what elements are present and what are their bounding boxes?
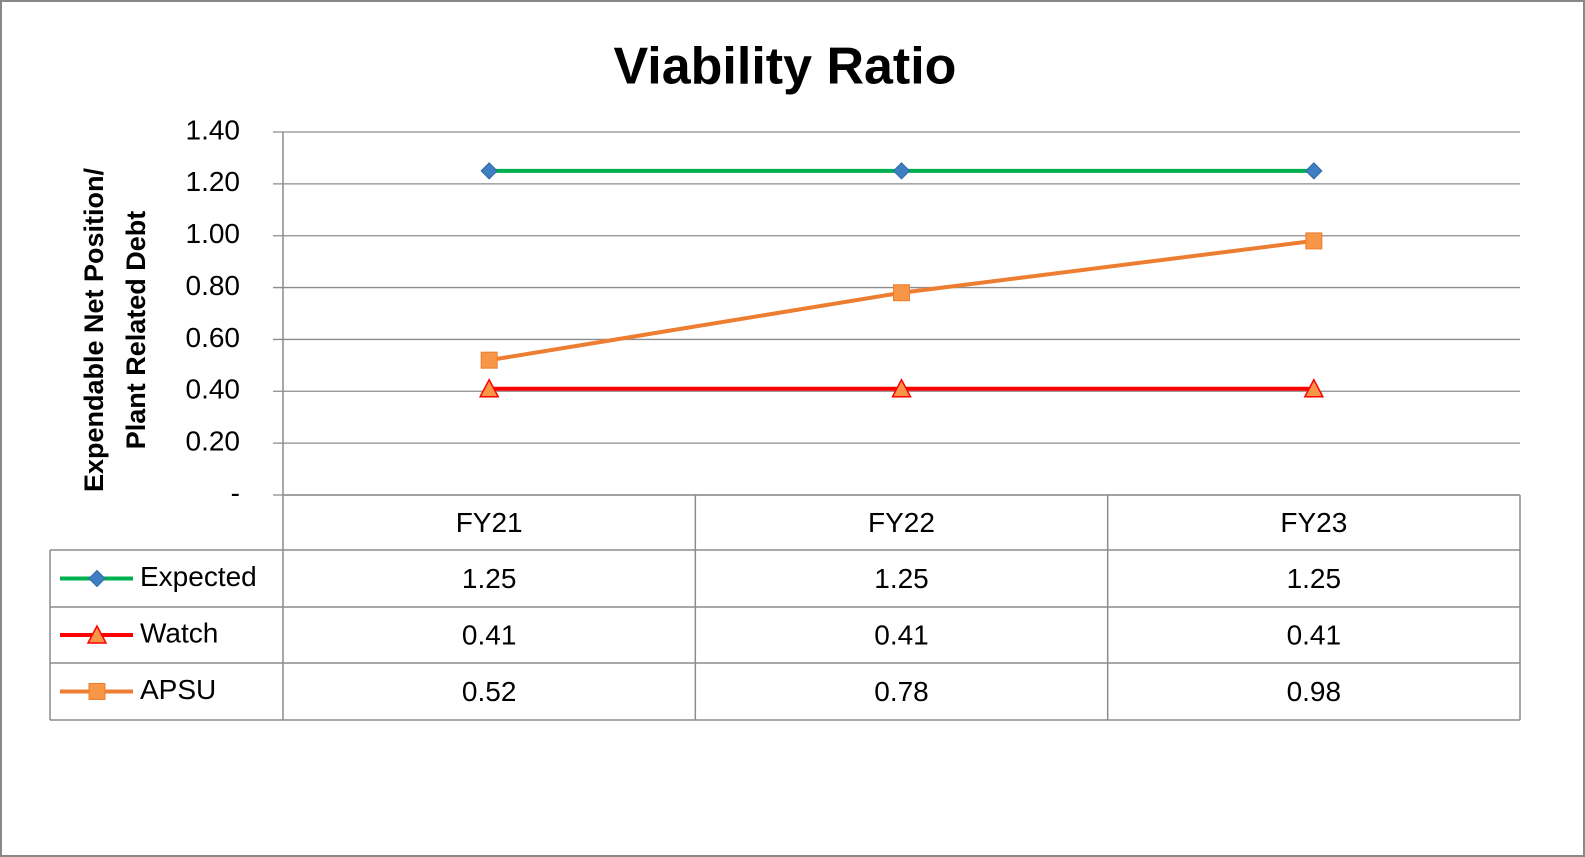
x-tick-label: FY22	[868, 507, 935, 538]
y-tick-label: 1.00	[186, 218, 241, 249]
marker	[1305, 232, 1323, 250]
x-tick-label: FY23	[1280, 507, 1347, 538]
marker	[480, 162, 498, 180]
table-value: 0.52	[462, 676, 517, 707]
marker	[892, 162, 911, 180]
table-value: 0.41	[462, 619, 517, 650]
table-value: 1.25	[462, 563, 517, 594]
y-tick-label: 1.20	[186, 166, 241, 197]
marker	[891, 378, 912, 398]
marker	[478, 378, 500, 398]
legend-label: Watch	[140, 617, 218, 648]
y-tick-label: 0.40	[186, 374, 241, 405]
marker	[1305, 162, 1323, 180]
y-tick-label: 0.80	[186, 270, 241, 301]
y-tick-label: -	[231, 477, 240, 508]
marker	[893, 284, 910, 302]
y-axis-label: Plant Related Debt	[121, 211, 151, 450]
legend-marker	[86, 624, 108, 644]
y-tick-label: 1.40	[186, 114, 241, 145]
marker	[1303, 378, 1325, 398]
legend-marker	[88, 683, 106, 700]
y-tick-label: 0.60	[186, 322, 241, 353]
legend-label: Expected	[140, 561, 257, 592]
legend-marker	[88, 569, 106, 588]
table-value: 1.25	[1287, 563, 1342, 594]
table-value: 0.98	[1287, 676, 1342, 707]
table-value: 0.41	[874, 619, 929, 650]
x-tick-label: FY21	[456, 507, 523, 538]
y-axis-label: Expendable Net Position/	[79, 167, 109, 492]
table-value: 1.25	[874, 563, 929, 594]
table-value: 0.78	[874, 676, 929, 707]
table-value: 0.41	[1287, 619, 1342, 650]
marker	[480, 351, 498, 369]
chart-title: Viability Ratio	[614, 38, 957, 96]
legend-label: APSU	[140, 674, 216, 705]
y-tick-label: 0.20	[186, 426, 241, 457]
